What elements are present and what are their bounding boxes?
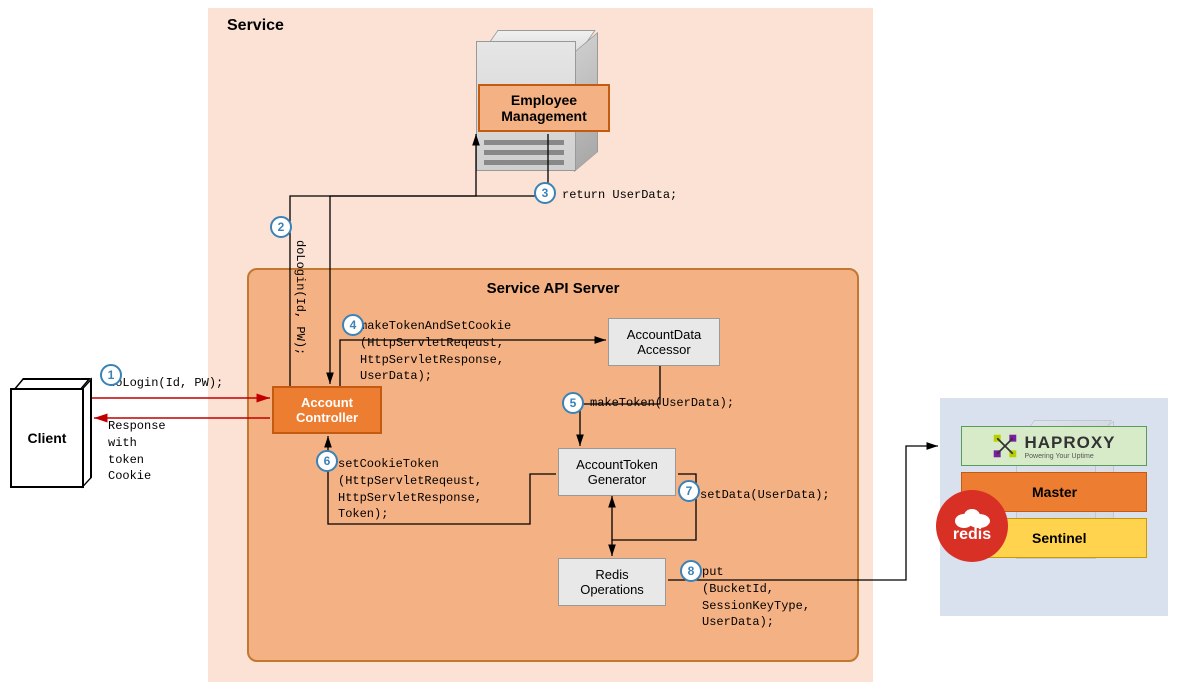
step-6: 6 bbox=[316, 450, 338, 472]
edge1-label: doLogin(Id, PW); bbox=[108, 376, 223, 390]
step-3: 3 bbox=[534, 182, 556, 204]
account-token-generator-node: AccountToken Generator bbox=[558, 448, 676, 496]
haproxy-icon bbox=[992, 433, 1018, 459]
redis-logo: redis bbox=[936, 490, 1008, 562]
edge6-label: setCookieToken (HttpServletReqeust, Http… bbox=[338, 456, 482, 523]
account-data-accessor-node: AccountData Accessor bbox=[608, 318, 720, 366]
diagram-canvas: Service Employee Management Service API … bbox=[0, 0, 1190, 692]
api-server-title: Service API Server bbox=[487, 280, 620, 297]
redis-operations-node: Redis Operations bbox=[558, 558, 666, 606]
step-8: 8 bbox=[680, 560, 702, 582]
employee-management-node: Employee Management bbox=[478, 84, 610, 132]
edge3-label: return UserData; bbox=[562, 188, 677, 202]
edge1b-label: Response with token Cookie bbox=[108, 418, 166, 485]
edge7-label: setData(UserData); bbox=[700, 488, 830, 502]
redis-logo-label: redis bbox=[953, 526, 991, 544]
account-controller-label: Account Controller bbox=[296, 395, 358, 425]
haproxy-label: HAPROXY bbox=[1024, 433, 1115, 453]
edge4-label: makeTokenAndSetCookie (HttpServletReqeus… bbox=[360, 318, 511, 385]
edge8-label: put (BucketId, SessionKeyType, UserData)… bbox=[702, 564, 810, 631]
account-token-generator-label: AccountToken Generator bbox=[576, 457, 658, 487]
account-controller-node: Account Controller bbox=[272, 386, 382, 434]
redis-operations-label: Redis Operations bbox=[580, 567, 644, 597]
service-title: Service bbox=[227, 17, 284, 35]
client-node: Client bbox=[10, 378, 92, 488]
edge5-label: makeToken(UserData); bbox=[590, 396, 734, 410]
step-4: 4 bbox=[342, 314, 364, 336]
edge2-label: doLogin(Id, PW); bbox=[293, 240, 307, 355]
redis-sentinel-label: Sentinel bbox=[1032, 530, 1086, 546]
step-2: 2 bbox=[270, 216, 292, 238]
haproxy-sub: Powering Your Uptime bbox=[1024, 453, 1093, 460]
haproxy-box: HAPROXY Powering Your Uptime bbox=[961, 426, 1147, 466]
redis-cloud-icon bbox=[951, 508, 993, 528]
step-5: 5 bbox=[562, 392, 584, 414]
step-7: 7 bbox=[678, 480, 700, 502]
account-data-accessor-label: AccountData Accessor bbox=[627, 327, 701, 357]
step-1: 1 bbox=[100, 364, 122, 386]
employee-management-label: Employee Management bbox=[501, 92, 587, 124]
redis-cluster-container: HAPROXY Powering Your Uptime Master Sent… bbox=[940, 398, 1168, 616]
redis-master-label: Master bbox=[1032, 484, 1077, 500]
client-label: Client bbox=[28, 430, 67, 446]
